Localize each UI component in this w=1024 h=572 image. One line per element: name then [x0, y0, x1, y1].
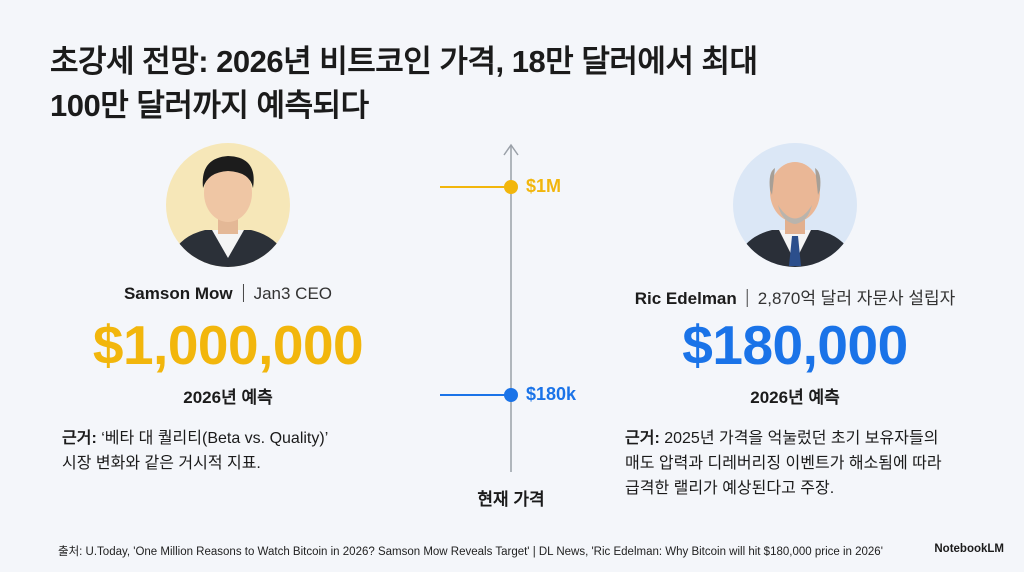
person-role: 2,870억 달러 자문사 설립자 [757, 289, 956, 308]
person-role: Jan3 CEO [253, 284, 333, 303]
price-axis [440, 143, 519, 472]
person-line: Ric Edelman 2,870억 달러 자문사 설립자 [634, 284, 956, 309]
basis-line: 근거: ‘베타 대 퀄리티(Beta vs. Quality)’ [62, 426, 328, 451]
axis-label: $180k [526, 384, 577, 404]
person-line: Samson Mow Jan3 CEO [124, 284, 332, 304]
avatar-left [166, 143, 290, 267]
person-name: Ric Edelman [634, 289, 737, 308]
basis-line: 매도 압력과 디레버리징 이벤트가 해소됨에 따라 [625, 455, 942, 472]
price: $180,000 [682, 314, 908, 376]
title-line: 100만 달러까지 예측되다 [50, 88, 369, 123]
basis: 근거: 2025년 가격을 억눌렀던 초기 보유자들의 매도 압력과 디레버리징… [625, 426, 942, 501]
axis-label: $1M [526, 176, 562, 196]
basis-text: ‘베타 대 퀄리티(Beta vs. Quality)’ [101, 430, 329, 447]
separator [746, 289, 748, 307]
price-caption: 2026년 예측 [750, 388, 840, 407]
source-footer: 출처: U.Today, 'One Million Reasons to Wat… [58, 546, 883, 558]
price: $1,000,000 [92, 314, 364, 376]
brand-logo: NotebookLM [934, 543, 1004, 555]
basis: 근거: ‘베타 대 퀄리티(Beta vs. Quality)’ 시장 변화와 … [62, 426, 328, 476]
title-line: 초강세 전망: 2026년 비트코인 가격, 18만 달러에서 최대 [50, 44, 758, 79]
axis-caption: 현재 가격 [477, 490, 545, 509]
basis-label: 근거: [625, 430, 660, 447]
basis-line: 근거: 2025년 가격을 억눌렀던 초기 보유자들의 [625, 426, 942, 451]
basis-label: 근거: [62, 430, 97, 447]
avatar-right [733, 143, 857, 267]
person-name: Samson Mow [123, 284, 233, 303]
basis-text: 2025년 가격을 억눌렀던 초기 보유자들의 [664, 430, 939, 447]
price-caption: 2026년 예측 [183, 388, 273, 407]
basis-line: 급격한 랠리가 예상된다고 주장. [625, 480, 835, 497]
basis-line: 시장 변화와 같은 거시적 지표. [62, 455, 261, 472]
separator [242, 284, 244, 302]
